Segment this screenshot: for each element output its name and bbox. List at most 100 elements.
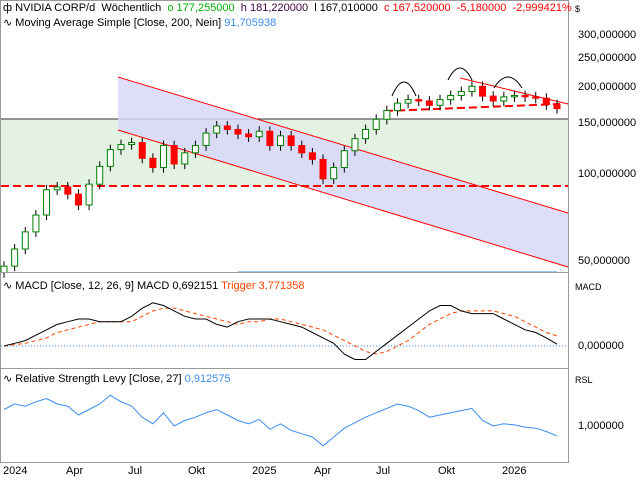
candle: [457, 90, 465, 96]
rsl-value: 0,912575: [184, 373, 231, 385]
indicator-icon: ∿: [3, 373, 13, 385]
macd-label: MACD [Close, 12, 26, 9] MACD 0,692151: [15, 280, 219, 292]
candle: [415, 99, 423, 102]
candle: [521, 94, 529, 98]
candle: [64, 186, 72, 195]
candle: [255, 130, 263, 138]
candle: [21, 231, 29, 250]
candle: [74, 193, 82, 206]
trend-channel: [118, 77, 568, 267]
candle: [489, 95, 497, 102]
candle: [298, 145, 306, 154]
candle: [330, 167, 338, 180]
candle: [532, 96, 540, 99]
channel-upper-line: [117, 76, 569, 214]
x-tick: Jul: [376, 465, 391, 477]
candle: [266, 130, 274, 147]
symbol-name: NVIDIA CORP/d: [15, 2, 96, 14]
candle: [351, 138, 359, 152]
price-tick: 50,000000: [578, 255, 630, 267]
macd-line: [3, 302, 558, 360]
candle: [149, 157, 157, 169]
macd-axis-title: MACD: [575, 282, 602, 292]
currency-label: $: [575, 4, 581, 14]
rsl-axis-title: RSL: [575, 375, 593, 385]
price-tick: 300,000000: [578, 29, 637, 41]
x-tick: 2026: [502, 465, 527, 477]
ma-value: 91,705938: [224, 17, 277, 29]
candle: [404, 99, 412, 104]
candle: [308, 152, 316, 160]
open-value: o 177,255000: [167, 2, 235, 14]
rsl-tick: 1,000000: [578, 420, 624, 432]
candle: [447, 94, 455, 101]
neckline-dashed: [384, 103, 561, 112]
candle: [542, 97, 550, 106]
ma-label: Moving Average Simple [Close, 200, Nein]: [15, 17, 222, 29]
candle: [287, 135, 295, 147]
x-tick: Okt: [438, 465, 456, 477]
candle: [181, 152, 189, 165]
price-tick: 150,000000: [578, 117, 637, 129]
instrument-header: ф NVIDIA CORP/d Wöchentlich o 177,255000…: [3, 2, 572, 14]
macd-tick: 0,000000: [578, 340, 624, 352]
candle: [160, 145, 168, 169]
candle: [53, 186, 61, 191]
candle: [436, 99, 444, 106]
low-value: l 167,010000: [314, 2, 378, 14]
x-tick: 2025: [252, 465, 277, 477]
candle: [553, 104, 561, 110]
candle: [319, 158, 327, 180]
candle: [0, 265, 8, 274]
x-tick: 2024: [3, 465, 28, 477]
candle: [277, 135, 284, 147]
candle: [510, 94, 518, 98]
change-pct: -2,999421%: [512, 2, 572, 14]
candle: [11, 248, 19, 267]
x-tick: Okt: [188, 465, 206, 477]
candle: [32, 214, 40, 233]
indicator-icon: ∿: [3, 280, 13, 292]
high-value: h 181,220000: [240, 2, 309, 14]
candle: [340, 150, 348, 169]
candle: [383, 110, 391, 120]
price-tick: 250,000000: [578, 52, 637, 64]
candle: [223, 125, 231, 130]
candle: [372, 118, 380, 130]
candle: [202, 132, 210, 147]
macd-trigger-value: Trigger 3,771358: [221, 280, 305, 292]
candle: [128, 142, 136, 146]
candle: [245, 133, 253, 138]
candle: [96, 165, 104, 185]
candle: [43, 189, 51, 216]
candle: [106, 149, 114, 167]
candle: [479, 85, 487, 97]
pattern-arcs: [391, 67, 523, 97]
rsl-label: Relative Strength Levy [Close, 27]: [15, 373, 182, 385]
price-tick: 200,000000: [578, 81, 637, 93]
candle: [117, 144, 125, 151]
price-tick: 100,000000: [578, 168, 637, 180]
candle-icon: ф: [3, 2, 13, 14]
candle: [362, 128, 370, 140]
rsl-line: [3, 394, 558, 447]
candle: [213, 125, 221, 134]
candle: [170, 145, 178, 165]
macd-legend: ∿ MACD [Close, 12, 26, 9] MACD 0,692151 …: [3, 279, 305, 292]
rsl-legend: ∿ Relative Strength Levy [Close, 27] 0,9…: [3, 372, 231, 385]
interval: Wöchentlich: [101, 2, 162, 14]
candle: [191, 145, 199, 154]
candle: [500, 96, 508, 102]
candle: [393, 102, 401, 112]
candle: [425, 100, 433, 106]
candle: [138, 142, 146, 159]
candle: [468, 85, 476, 92]
indicator-icon: ∿: [3, 17, 13, 29]
candle: [85, 183, 93, 206]
close-value: c 167,520000: [383, 2, 451, 14]
x-tick: Jul: [128, 465, 143, 477]
x-tick: Apr: [66, 465, 84, 477]
candle: [234, 128, 242, 135]
x-tick: Apr: [314, 465, 332, 477]
